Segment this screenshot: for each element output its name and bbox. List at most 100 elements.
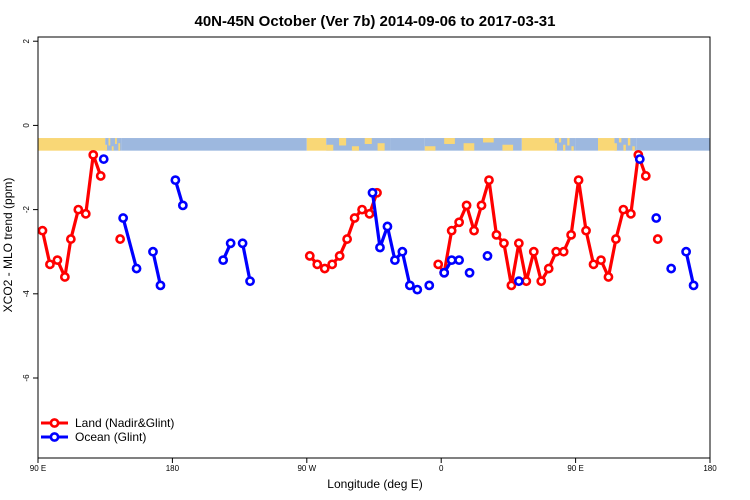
data-point bbox=[543, 263, 554, 274]
strip-land-patch bbox=[364, 138, 372, 144]
data-point bbox=[454, 255, 465, 266]
data-point bbox=[177, 200, 188, 211]
data-point bbox=[506, 280, 517, 291]
strip-land-patch bbox=[618, 138, 622, 143]
data-point bbox=[59, 272, 70, 282]
legend-marker bbox=[49, 418, 60, 428]
series-land bbox=[37, 149, 663, 291]
y-tick-label: 2 bbox=[22, 38, 31, 43]
strip-land-patch bbox=[632, 146, 635, 151]
strip-ocean-segment bbox=[121, 138, 307, 151]
data-point bbox=[433, 259, 444, 270]
data-point bbox=[45, 259, 55, 270]
x-tick-label: 90 W bbox=[297, 464, 316, 473]
data-point bbox=[625, 208, 636, 219]
series-line bbox=[151, 251, 163, 286]
series-line bbox=[436, 153, 648, 287]
data-point bbox=[382, 221, 393, 232]
data-point bbox=[551, 246, 562, 257]
y-axis-label: XCO2 - MLO trend (ppm) bbox=[1, 178, 15, 313]
x-tick-label: 0 bbox=[439, 464, 444, 473]
data-point bbox=[618, 204, 629, 215]
x-tick-label: 90 E bbox=[30, 464, 46, 473]
strip-ocean-segment bbox=[390, 138, 425, 151]
data-point bbox=[454, 217, 465, 228]
data-point bbox=[304, 251, 315, 261]
data-point bbox=[367, 187, 378, 198]
plot-frame bbox=[37, 36, 711, 459]
series-line bbox=[40, 153, 103, 279]
data-point bbox=[611, 234, 621, 244]
strip-land-segment bbox=[306, 138, 327, 151]
strip-land-patch bbox=[111, 146, 114, 151]
data-point bbox=[334, 251, 345, 261]
data-point bbox=[65, 234, 76, 244]
land-ocean-strip bbox=[38, 138, 710, 151]
data-point bbox=[651, 213, 662, 223]
strip-land-segment bbox=[38, 138, 106, 151]
data-point bbox=[596, 255, 606, 266]
data-point bbox=[581, 225, 591, 236]
strip-land-patch bbox=[463, 143, 475, 151]
strip-land-patch bbox=[571, 146, 574, 151]
data-point bbox=[327, 259, 338, 270]
data-point bbox=[461, 200, 472, 211]
data-point bbox=[404, 280, 415, 291]
data-point bbox=[688, 280, 699, 291]
data-point bbox=[349, 213, 360, 223]
series-line bbox=[370, 192, 419, 291]
data-point bbox=[312, 259, 323, 270]
data-point bbox=[245, 276, 255, 287]
strip-land-patch bbox=[623, 144, 626, 151]
strip-land-patch bbox=[627, 138, 631, 146]
strip-land-patch bbox=[502, 144, 514, 151]
data-point bbox=[681, 246, 692, 257]
series-layer bbox=[37, 149, 699, 295]
data-point bbox=[536, 276, 547, 287]
strip-land-patch bbox=[563, 144, 566, 151]
data-point bbox=[390, 255, 400, 266]
strip-land-patch bbox=[108, 138, 111, 146]
legend-label: Ocean (Glint) bbox=[75, 430, 146, 444]
strip-land-patch bbox=[118, 143, 121, 151]
data-point bbox=[499, 238, 509, 249]
data-point bbox=[603, 272, 614, 282]
data-point bbox=[566, 229, 577, 240]
data-point bbox=[439, 267, 450, 278]
x-tick-label: 90 E bbox=[567, 464, 583, 473]
strip-ocean-segment bbox=[636, 138, 710, 151]
data-point bbox=[375, 242, 385, 253]
data-point bbox=[319, 263, 330, 274]
data-point bbox=[357, 204, 367, 215]
data-point bbox=[95, 171, 106, 181]
strip-land-patch bbox=[483, 138, 494, 143]
data-point bbox=[364, 208, 375, 219]
data-point bbox=[640, 171, 651, 181]
data-point bbox=[446, 225, 457, 236]
x-tick-label: 180 bbox=[703, 464, 717, 473]
strip-land-patch bbox=[567, 138, 570, 146]
chart-title: 40N-45N October (Ver 7b) 2014-09-06 to 2… bbox=[194, 13, 555, 30]
data-point bbox=[464, 267, 475, 278]
series-line bbox=[121, 217, 139, 269]
data-point bbox=[469, 225, 479, 236]
data-point bbox=[237, 238, 248, 249]
y-tick-label: -2 bbox=[22, 206, 31, 214]
data-point bbox=[558, 246, 569, 257]
data-point bbox=[528, 246, 539, 257]
data-point bbox=[218, 255, 229, 266]
series-line bbox=[241, 242, 252, 282]
data-point bbox=[476, 200, 487, 211]
strip-land-patch bbox=[339, 138, 347, 146]
data-point bbox=[225, 238, 236, 249]
strip-land-patch bbox=[558, 138, 562, 143]
data-point bbox=[342, 234, 353, 244]
data-point bbox=[482, 251, 493, 261]
strip-ocean-segment bbox=[575, 138, 598, 151]
strip-land-patch bbox=[351, 146, 359, 151]
strip-land-patch bbox=[377, 143, 385, 151]
strip-land-patch bbox=[105, 144, 108, 151]
strip-land-patch bbox=[554, 143, 557, 151]
legend-label: Land (Nadir&Glint) bbox=[75, 416, 174, 430]
data-point bbox=[80, 208, 91, 219]
